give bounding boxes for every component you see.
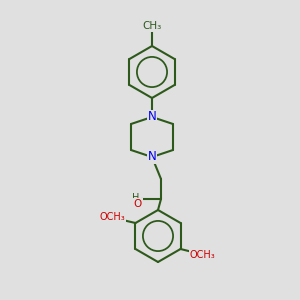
Text: OCH₃: OCH₃ xyxy=(100,212,125,222)
Text: N: N xyxy=(148,110,156,124)
Text: O: O xyxy=(134,199,142,209)
Text: N: N xyxy=(148,151,156,164)
Text: CH₃: CH₃ xyxy=(142,21,162,31)
Text: OCH₃: OCH₃ xyxy=(190,250,215,260)
Text: H: H xyxy=(132,193,140,203)
